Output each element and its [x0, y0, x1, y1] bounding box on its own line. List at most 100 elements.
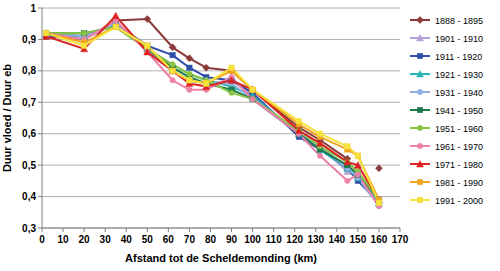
data-point — [229, 65, 234, 70]
x-tick — [42, 228, 43, 232]
legend-marker — [417, 71, 424, 78]
legend-marker — [417, 107, 422, 112]
data-point — [249, 86, 256, 93]
x-axis — [42, 228, 400, 229]
grid-line — [42, 102, 400, 103]
data-point — [113, 24, 118, 29]
x-tick-label: 20 — [79, 234, 91, 245]
x-tick-label: 110 — [266, 234, 283, 245]
y-tick — [38, 228, 42, 229]
grid-line — [42, 196, 400, 197]
data-point — [250, 96, 255, 101]
x-tick — [294, 228, 295, 232]
data-point — [187, 78, 192, 83]
data-point — [186, 77, 193, 84]
data-point — [187, 71, 192, 76]
y-tick-label: 0,5 — [22, 160, 36, 171]
legend-label: 1981 - 1990 — [435, 178, 483, 188]
x-tick-label: 120 — [286, 234, 303, 245]
data-point — [375, 199, 382, 206]
data-point — [317, 153, 322, 158]
data-point — [170, 68, 175, 73]
x-tick — [357, 228, 358, 232]
plot-area — [43, 12, 383, 208]
legend-label: 1921 - 1930 — [435, 70, 483, 80]
x-tick-label: 130 — [307, 234, 324, 245]
legend-marker — [417, 17, 424, 24]
series-line — [46, 24, 379, 203]
data-point — [204, 81, 209, 86]
data-point — [296, 118, 301, 123]
data-point — [355, 153, 360, 158]
data-point — [169, 67, 176, 74]
data-point — [170, 68, 175, 73]
data-point — [355, 153, 360, 158]
x-tick-label: 0 — [39, 234, 45, 245]
y-tick — [38, 165, 42, 166]
series-line — [46, 24, 379, 206]
data-point — [170, 52, 175, 57]
data-point — [145, 43, 150, 48]
y-tick — [38, 8, 42, 9]
series-line — [46, 19, 379, 168]
series-line — [46, 24, 379, 203]
data-point — [355, 172, 360, 177]
data-point — [113, 24, 118, 29]
data-point — [295, 127, 302, 134]
data-point — [204, 81, 209, 86]
data-point — [186, 55, 193, 62]
legend-label: 1901 - 1910 — [435, 34, 483, 44]
data-point — [170, 78, 175, 83]
y-tick — [38, 196, 42, 197]
y-tick-label: 0,7 — [22, 97, 36, 108]
legend-label: 1951 - 1960 — [435, 124, 483, 134]
legend-marker — [417, 89, 422, 94]
x-tick — [105, 228, 106, 232]
data-point — [249, 86, 256, 93]
data-point — [112, 12, 119, 19]
legend-marker — [417, 35, 424, 42]
grid-line — [42, 133, 400, 134]
x-tick — [400, 228, 401, 232]
data-point — [44, 30, 49, 35]
data-point — [145, 43, 150, 48]
data-point — [250, 87, 255, 92]
data-point — [344, 159, 351, 166]
data-point — [250, 96, 255, 101]
y-tick-label: 1 — [30, 3, 36, 14]
x-tick-label: 60 — [163, 234, 175, 245]
legend-label: 1991 - 2000 — [435, 196, 483, 206]
x-tick — [168, 228, 169, 232]
data-point — [187, 78, 192, 83]
data-point — [170, 68, 175, 73]
data-point — [345, 144, 350, 149]
data-point — [169, 67, 176, 74]
x-tick — [273, 228, 274, 232]
legend-label: 1971 - 1980 — [435, 160, 483, 170]
legend-marker — [417, 197, 422, 202]
x-tick — [231, 228, 232, 232]
legend-marker — [417, 161, 424, 168]
data-point — [204, 81, 209, 86]
y-axis-title: Duur vloed / Duur eb — [1, 64, 13, 172]
data-point — [204, 81, 209, 86]
x-tick — [210, 228, 211, 232]
x-tick-label: 10 — [57, 234, 69, 245]
data-point — [376, 200, 381, 205]
x-tick-label: 50 — [142, 234, 154, 245]
x-tick — [189, 228, 190, 232]
data-point — [44, 30, 49, 35]
series-line — [46, 27, 379, 200]
series-line — [46, 21, 379, 206]
y-axis — [42, 8, 43, 228]
x-tick — [63, 228, 64, 232]
y-tick — [38, 70, 42, 71]
data-point — [113, 24, 118, 29]
x-tick-label: 100 — [244, 234, 261, 245]
data-point — [228, 77, 235, 84]
data-point — [113, 24, 118, 29]
chart: 0,30,40,50,60,70,80,91010203040506070809… — [0, 0, 500, 271]
data-point — [44, 30, 49, 35]
y-tick-label: 0,9 — [22, 34, 36, 45]
legend-marker — [417, 143, 422, 148]
